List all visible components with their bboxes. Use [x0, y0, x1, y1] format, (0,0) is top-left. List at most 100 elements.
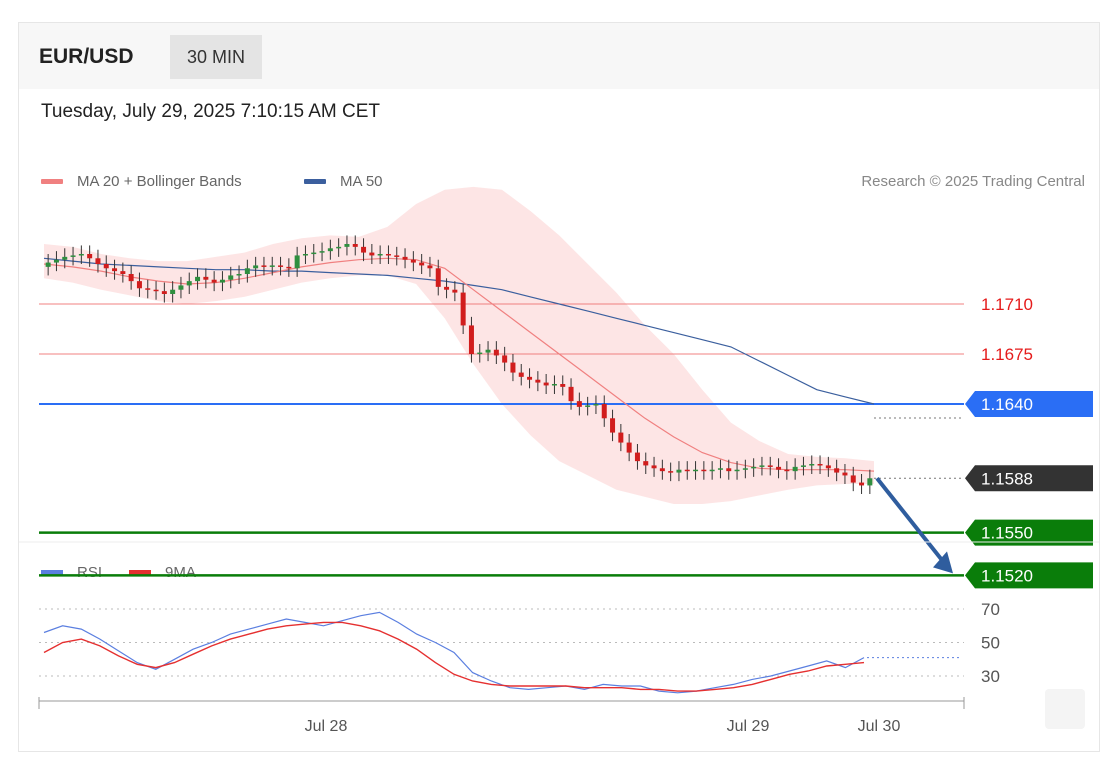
candle-body	[203, 276, 209, 280]
candle-body	[493, 349, 499, 356]
candle-body	[128, 274, 134, 282]
candle-body	[62, 256, 68, 260]
candle-body	[253, 265, 259, 269]
rsi-tick-30: 30	[981, 667, 1000, 686]
candle-body	[435, 268, 441, 287]
candle-body	[800, 465, 806, 467]
candle-body	[419, 262, 425, 266]
candle-body	[377, 254, 383, 256]
level-value-1.1640: 1.1640	[981, 395, 1033, 414]
candle-body	[510, 362, 516, 373]
candle-body	[311, 252, 317, 255]
candle-body	[211, 279, 217, 283]
candle-body	[684, 469, 690, 472]
level-value-1.1520: 1.1520	[981, 566, 1033, 585]
candle-body	[601, 404, 607, 419]
candle-body	[103, 264, 109, 269]
candle-body	[361, 246, 367, 253]
ma20-line	[43, 257, 875, 472]
candle-body	[626, 442, 632, 453]
candle-body	[867, 478, 873, 486]
candle-body	[535, 379, 541, 383]
legend-ma50: MA 50	[304, 173, 383, 190]
candle-body	[427, 265, 433, 269]
x-tick-label: Jul 29	[727, 718, 770, 735]
candle-body	[543, 382, 549, 386]
candle-body	[518, 372, 524, 377]
candle-body	[776, 466, 782, 470]
candle-body	[78, 254, 84, 256]
candle-body	[294, 255, 300, 269]
level-value-1.1588: 1.1588	[981, 469, 1033, 488]
ma9-swatch	[129, 570, 151, 575]
candle-body	[842, 472, 848, 476]
candle-body	[219, 279, 225, 283]
candle-body	[195, 276, 201, 282]
candle-body	[668, 471, 674, 473]
candle-body	[850, 475, 856, 483]
candle-body	[161, 291, 167, 294]
candle-body	[186, 281, 192, 286]
candle-body	[410, 259, 416, 263]
forecast-arrow-head	[933, 551, 953, 574]
bollinger-band	[44, 186, 874, 504]
candle-body	[452, 289, 458, 293]
level-tag-1.1520	[965, 562, 1093, 589]
candle-body	[95, 258, 101, 264]
candle-body	[327, 248, 333, 252]
candle-body	[45, 262, 51, 267]
rsi-tick-50: 50	[981, 634, 1000, 653]
candle-body	[784, 469, 790, 472]
legend-rsi: RSI	[41, 564, 102, 581]
candle-body	[112, 268, 118, 272]
candle-body	[460, 292, 466, 326]
candle-body	[585, 405, 591, 407]
candle-body	[593, 404, 599, 406]
level-label-1.1675: 1.1675	[981, 345, 1033, 364]
x-tick-label: Jul 28	[305, 718, 348, 735]
candle-body	[659, 468, 665, 472]
level-value-1.1550: 1.1550	[981, 524, 1033, 543]
legend-9ma-label: 9MA	[165, 564, 196, 581]
candle-body	[336, 246, 342, 249]
rsi-line	[43, 611, 865, 694]
candle-body	[319, 251, 325, 253]
candle-body	[576, 401, 582, 407]
candle-body	[70, 255, 76, 257]
candle-body	[269, 265, 275, 267]
candle-body	[767, 465, 773, 467]
candle-body	[170, 289, 176, 294]
candle-body	[228, 275, 234, 280]
rsi-9ma-line	[43, 621, 865, 692]
level-label-1.1710: 1.1710	[981, 295, 1033, 314]
candle-body	[394, 255, 400, 257]
candle-body	[693, 469, 699, 472]
timeframe-badge[interactable]: 30 MIN	[170, 35, 262, 79]
candle-body	[560, 384, 566, 387]
legend-ma50-label: MA 50	[340, 173, 383, 190]
candle-body	[651, 465, 657, 469]
legend-9ma: 9MA	[129, 564, 196, 581]
candle-body	[178, 285, 184, 290]
candle-body	[527, 376, 533, 380]
candle-body	[809, 464, 815, 466]
candle-body	[468, 325, 474, 354]
candle-body	[734, 469, 740, 472]
ma50-line	[43, 257, 875, 405]
candle-body	[634, 452, 640, 462]
candle-body	[444, 286, 450, 290]
price-chart[interactable]: 1.1710 1.1675 1.1640 1.1588 1.1550 1.1520 70 50…	[19, 23, 1099, 751]
candle-body	[751, 466, 757, 469]
candle-body	[352, 244, 358, 247]
level-tag-1.1588	[965, 465, 1093, 492]
chart-card: EUR/USD 30 MIN Tuesday, July 29, 2025 7:…	[18, 22, 1100, 752]
rsi-swatch	[41, 570, 63, 575]
ma20-swatch	[41, 179, 63, 184]
candle-body	[286, 266, 292, 269]
candle-body	[53, 259, 59, 263]
candle-body	[792, 466, 798, 472]
candle-body	[477, 352, 483, 355]
candle-body	[709, 469, 715, 472]
candle-body	[568, 386, 574, 402]
candle-body	[402, 256, 408, 260]
